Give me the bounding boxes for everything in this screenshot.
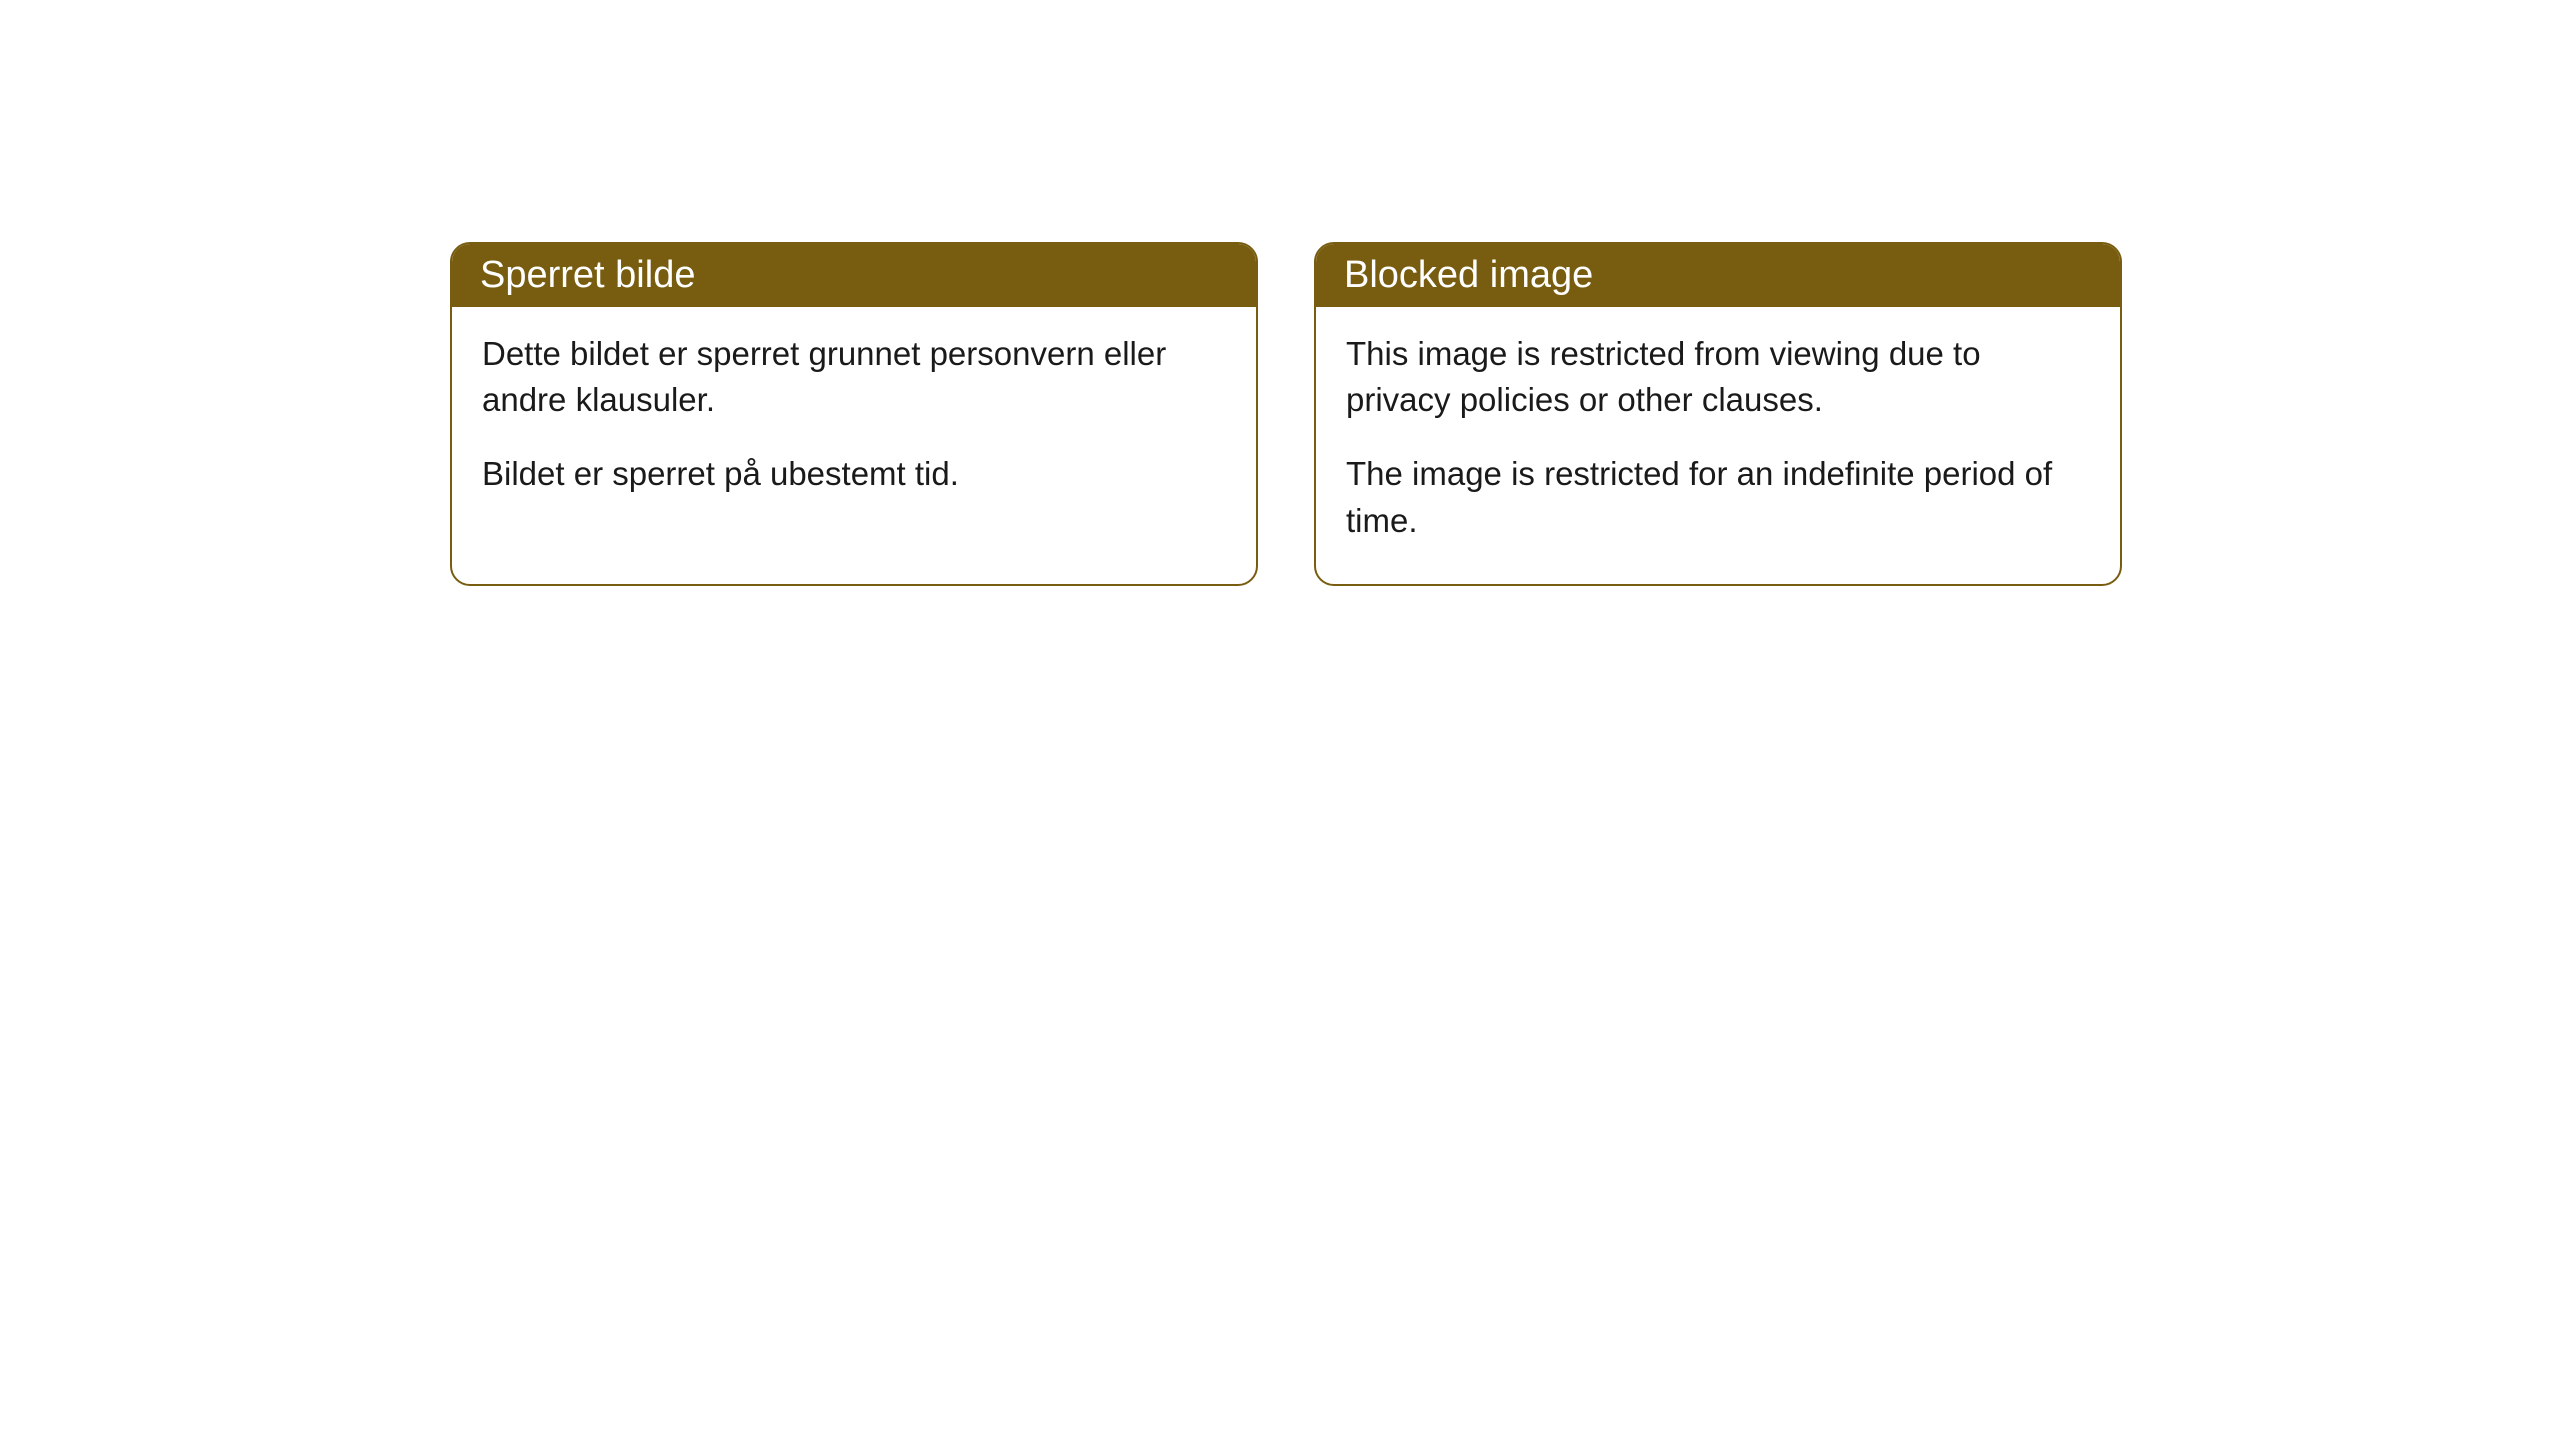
card-header: Blocked image: [1316, 244, 2120, 307]
card-header: Sperret bilde: [452, 244, 1256, 307]
blocked-image-card-norwegian: Sperret bilde Dette bildet er sperret gr…: [450, 242, 1258, 586]
card-paragraph: Bildet er sperret på ubestemt tid.: [482, 451, 1226, 497]
card-paragraph: Dette bildet er sperret grunnet personve…: [482, 331, 1226, 423]
card-title: Blocked image: [1344, 254, 1593, 296]
blocked-image-card-english: Blocked image This image is restricted f…: [1314, 242, 2122, 586]
card-title: Sperret bilde: [480, 254, 695, 296]
card-body: This image is restricted from viewing du…: [1316, 307, 2120, 584]
card-paragraph: The image is restricted for an indefinit…: [1346, 451, 2090, 543]
card-paragraph: This image is restricted from viewing du…: [1346, 331, 2090, 423]
notice-cards-container: Sperret bilde Dette bildet er sperret gr…: [450, 242, 2122, 586]
card-body: Dette bildet er sperret grunnet personve…: [452, 307, 1256, 538]
